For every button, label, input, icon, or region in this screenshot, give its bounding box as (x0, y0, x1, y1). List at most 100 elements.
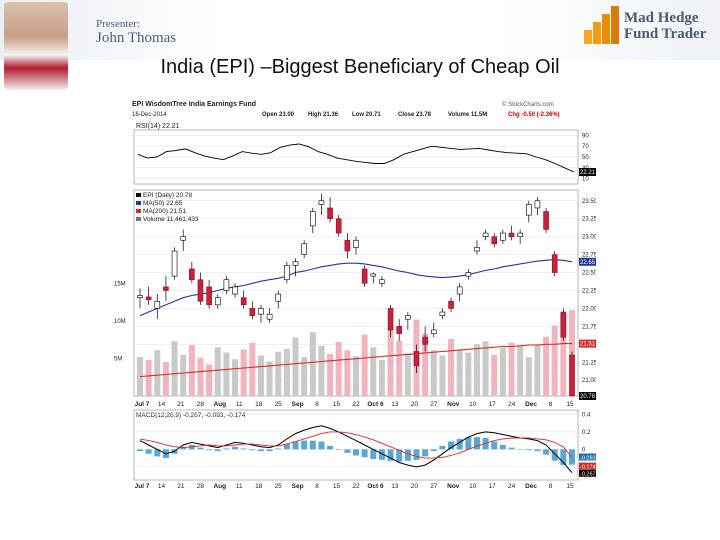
candle-body (534, 200, 541, 209)
macd-tag-label: -0.267 (580, 472, 596, 478)
candle-body (240, 297, 247, 306)
candle-body (327, 207, 333, 220)
macd-histogram-bar (353, 449, 359, 456)
volume-bar (180, 354, 187, 396)
macd-histogram-bar (137, 449, 143, 452)
candle-body (387, 308, 394, 331)
price-tick-label: 21.25 (582, 360, 596, 366)
volume-bar (344, 350, 351, 396)
candle-body (413, 351, 420, 367)
rsi-last-tag (579, 168, 596, 177)
x-axis-label: Aug (213, 401, 226, 408)
x-axis-label-bottom: 13 (391, 483, 399, 490)
volume-bar (448, 339, 455, 396)
macd-tick-label: 0.4 (582, 412, 591, 418)
x-axis-label: Sep (292, 401, 304, 408)
price-tick-label: 22.00 (582, 306, 596, 312)
candle-body (310, 211, 316, 227)
x-axis-label-bottom: 24 (508, 483, 516, 490)
macd-histogram-bar (396, 449, 403, 462)
candle-body (189, 268, 195, 281)
x-axis-label-bottom: 15 (566, 483, 574, 490)
macd-histogram-bar (309, 440, 316, 450)
x-axis-label: 22 (352, 401, 360, 408)
price-tick-label: 22.50 (582, 271, 596, 277)
x-axis-label: 24 (508, 401, 516, 408)
x-axis-label: 28 (197, 401, 205, 408)
x-axis-label-bottom: Oct 6 (367, 483, 384, 490)
volume-bar (145, 360, 152, 396)
legend-swatch (136, 217, 141, 221)
macd-histogram-bar (283, 444, 290, 450)
macd-histogram-bar (197, 447, 204, 450)
volume-bar (404, 353, 411, 396)
header-open: Open 23.00 (262, 112, 295, 118)
macd-histogram-bar (491, 441, 498, 450)
candle-body (301, 243, 307, 255)
candle-body (353, 239, 359, 248)
candle-body (491, 236, 498, 245)
x-axis-label: 15 (566, 401, 574, 408)
candle-body (232, 286, 238, 295)
rsi-tick-label: 10 (582, 177, 589, 183)
candle-body (137, 295, 143, 298)
x-axis-label: 10 (469, 401, 477, 408)
macd-histogram-bar (387, 449, 394, 461)
header-symbol: EPI WisdomTree India Earnings Fund (132, 101, 256, 108)
volume-bar (361, 334, 368, 396)
macd-tag-label: -0.093 (580, 456, 596, 462)
volume-bar (188, 345, 195, 396)
candle-body (370, 273, 377, 277)
macd-histogram-bar (560, 449, 567, 466)
macd-histogram-bar (499, 445, 506, 450)
volume-bar (560, 315, 567, 396)
volume-bar (214, 347, 221, 396)
candle-body (396, 326, 403, 334)
x-axis-label-bottom: Jul 7 (135, 483, 150, 490)
candle-body (180, 236, 186, 241)
macd-histogram-bar (327, 445, 334, 450)
volume-bar (534, 345, 541, 396)
macd-histogram-bar (473, 437, 480, 450)
header-chg: Chg -0.50 (-2.36%) (508, 112, 560, 118)
candle-body (292, 261, 299, 266)
rsi-tick-label: 90 (582, 133, 589, 139)
candle-body (405, 315, 411, 320)
x-axis-label-bottom: 15 (333, 483, 341, 490)
candle-body (551, 254, 558, 273)
macd-histogram-bar (465, 437, 472, 450)
macd-histogram-bar (240, 448, 247, 450)
macd-histogram-bar (257, 449, 264, 452)
volume-bar (508, 342, 515, 396)
volume-bar (422, 333, 429, 396)
candle-body (517, 232, 523, 237)
macd-histogram-bar (145, 449, 152, 454)
candle-body (448, 300, 454, 309)
bar-steps-icon (584, 6, 619, 44)
price-tick-label: 23.25 (582, 217, 596, 223)
slide-title: India (EPI) –Biggest Beneficiary of Chea… (160, 56, 560, 78)
candle-body (206, 286, 212, 306)
macd-histogram-bar (413, 449, 420, 460)
legend-entry: MA(200) 21.51 (143, 208, 186, 215)
x-axis-label: 27 (430, 401, 438, 408)
x-axis-label: 13 (391, 401, 399, 408)
volume-bar (283, 348, 290, 396)
volume-bar (292, 337, 299, 396)
macd-histogram-bar (275, 448, 282, 450)
volume-bar (525, 357, 532, 396)
presenter-label: Presenter: (96, 18, 140, 30)
volume-bar (439, 355, 446, 396)
x-axis-label: 18 (255, 401, 263, 408)
candle-body (379, 279, 385, 284)
macd-histogram-bar (422, 449, 429, 457)
macd-histogram-bar (525, 449, 532, 451)
volume-bar (551, 325, 558, 396)
macd-signal-line (139, 431, 573, 459)
volume-bar (430, 350, 437, 396)
candle-body (284, 265, 290, 281)
macd-histogram-bar (318, 441, 325, 450)
macd-tick-label: 0 (582, 447, 586, 453)
price-tick-label: 21.00 (582, 378, 596, 384)
volume-bar (482, 341, 489, 396)
